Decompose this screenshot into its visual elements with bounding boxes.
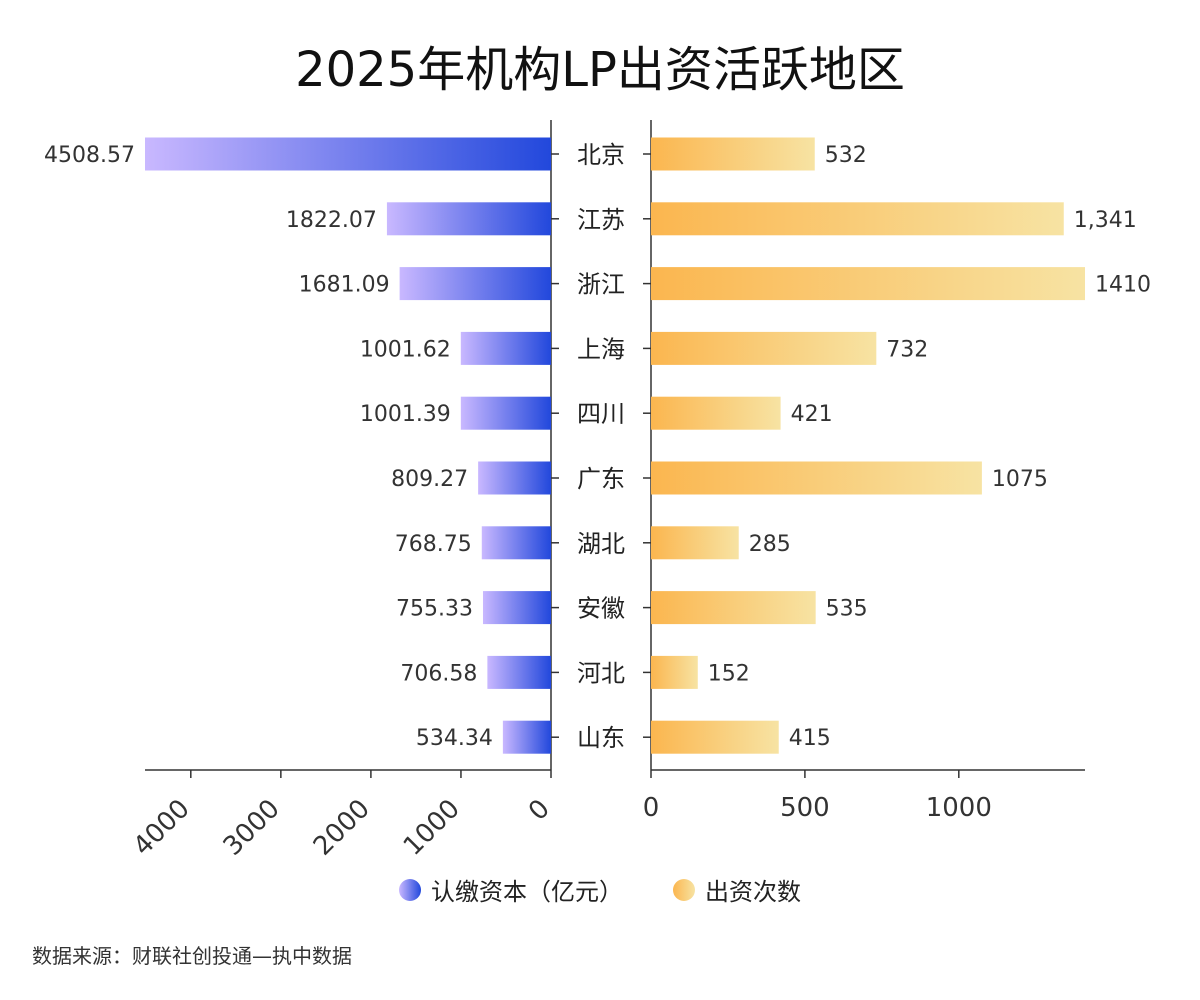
legend-item-capital[interactable]: 认缴资本（亿元） [399, 872, 623, 907]
legend: 认缴资本（亿元） 出资次数 [0, 872, 1200, 907]
count-bar [651, 202, 1064, 236]
capital-value-label: 1681.09 [299, 273, 390, 298]
capital-value-label: 755.33 [396, 597, 473, 622]
count-x-tick-label: 0 [643, 793, 660, 823]
count-value-label: 421 [791, 402, 833, 427]
count-bar [651, 655, 698, 689]
capital-bar [460, 396, 551, 430]
legend-marker-capital [399, 878, 421, 901]
capital-bar [145, 137, 551, 171]
category-label: 北京 [577, 141, 625, 169]
capital-bar [482, 591, 551, 625]
count-bar [651, 720, 779, 754]
capital-bar [399, 267, 551, 301]
category-label: 广东 [577, 465, 625, 493]
legend-marker-count [673, 878, 695, 901]
capital-x-tick-label: 3000 [218, 794, 286, 862]
count-value-label: 285 [749, 532, 791, 557]
capital-panel: 4508.57 1822.07 1681.09 1001.62 1001.39 809.2… [44, 120, 559, 862]
capital-bar [481, 526, 551, 560]
capital-x-tick-label: 4000 [128, 794, 196, 862]
count-bar [651, 461, 982, 495]
count-value-label: 415 [789, 726, 831, 751]
category-label: 四川 [577, 400, 625, 428]
capital-bar [502, 720, 551, 754]
count-bar [651, 331, 877, 365]
count-value-label: 535 [826, 597, 868, 622]
category-label: 湖北 [577, 530, 625, 558]
legend-label-capital: 认缴资本（亿元） [431, 878, 623, 906]
capital-value-label: 534.34 [416, 726, 493, 751]
capital-x-tick-label: 1000 [398, 794, 466, 862]
count-value-label: 532 [825, 143, 867, 168]
count-value-label: 152 [708, 661, 750, 686]
capital-value-label: 809.27 [391, 467, 468, 492]
category-label: 江苏 [577, 206, 625, 234]
count-value-label: 1075 [992, 467, 1048, 492]
data-source-note: 数据来源：财联社创投通—执中数据 [32, 944, 352, 968]
count-x-tick-label: 500 [780, 793, 830, 823]
capital-value-label: 768.75 [395, 532, 472, 557]
count-value-label: 1410 [1095, 273, 1151, 298]
capital-value-label: 1001.62 [360, 337, 451, 362]
capital-x-tick-label: 2000 [308, 794, 376, 862]
count-bar [651, 267, 1085, 301]
capital-bar [386, 202, 551, 236]
capital-bar [460, 331, 551, 365]
chart-title: 2025年机构LP出资活跃地区 [295, 42, 905, 98]
legend-label-count: 出资次数 [705, 878, 801, 906]
capital-value-label: 1001.39 [360, 402, 451, 427]
capital-x-tick-label: 0 [523, 794, 556, 827]
capital-bar [478, 461, 551, 495]
capital-bar [487, 655, 551, 689]
capital-value-label: 1822.07 [286, 208, 377, 233]
category-label: 安徽 [577, 595, 625, 623]
capital-value-label: 4508.57 [44, 143, 135, 168]
count-value-label: 732 [886, 337, 928, 362]
count-value-label: 1,341 [1074, 208, 1137, 233]
count-panel: 532 1,341 1410 732 421 1075 285 535 152 415 0 500 10… [643, 120, 1151, 823]
category-label: 浙江 [577, 271, 625, 299]
category-label: 山东 [577, 724, 625, 752]
category-label: 上海 [577, 335, 625, 363]
count-x-tick-label: 1000 [926, 793, 992, 823]
count-bar [651, 137, 815, 171]
legend-item-count[interactable]: 出资次数 [673, 872, 801, 907]
count-bar [651, 396, 781, 430]
capital-value-label: 706.58 [400, 661, 477, 686]
count-bar [651, 591, 816, 625]
count-bar [651, 526, 739, 560]
category-label: 河北 [577, 659, 625, 687]
